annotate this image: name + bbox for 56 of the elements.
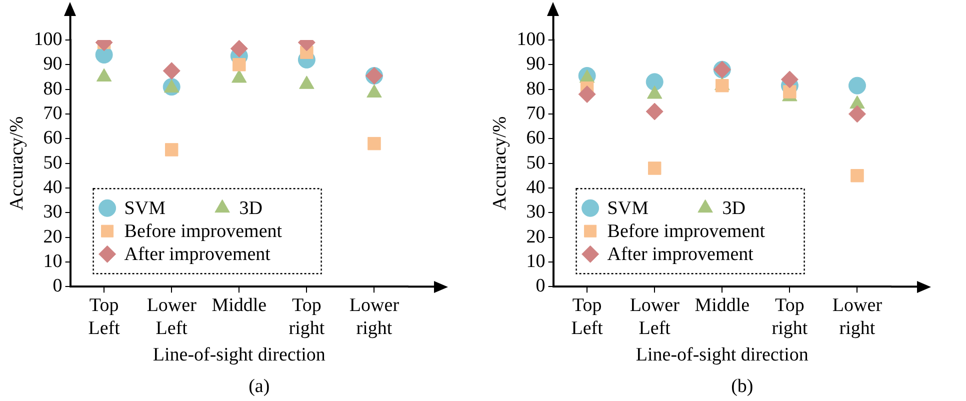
x-tick-label: Lower Left [146, 294, 198, 339]
point [646, 73, 664, 91]
y-tick-label: 80 [526, 78, 546, 100]
legend-label: Before improvement [124, 221, 283, 242]
x-tick-label: Lower Left [630, 294, 680, 339]
y-tick-label: 10 [43, 250, 62, 272]
y-tick-label: 20 [43, 226, 62, 248]
y-tick-label: 100 [516, 28, 546, 50]
y-tick-label: 10 [526, 250, 546, 272]
x-tick-label: Top Left [88, 294, 121, 339]
point [848, 76, 866, 94]
y-tick-label: 50 [43, 152, 62, 174]
legend-label: 3D [239, 198, 263, 220]
point [780, 70, 798, 88]
y-axis-title: Accuracy/% [6, 116, 28, 210]
y-tick-label: 20 [526, 226, 546, 248]
y-tick-label: 100 [34, 28, 62, 50]
legend-label: SVM [607, 198, 649, 220]
y-tick-label: 60 [43, 128, 62, 149]
y-tick-label: 80 [43, 78, 62, 100]
y-tick-label: 70 [526, 102, 546, 124]
y-tick-label: 90 [43, 54, 62, 75]
y-tick-label: 90 [526, 54, 546, 75]
x-tick-label: Top Left [571, 294, 604, 339]
text: (b) [731, 376, 754, 397]
legend-label: 3D [722, 198, 746, 220]
x-tick-label: Lower right [832, 294, 883, 339]
x-tick-label: Lower right [349, 294, 400, 339]
point [783, 85, 796, 98]
y-tick-label: 70 [43, 102, 62, 124]
y-tick-label: 60 [526, 128, 546, 149]
legend-label: SVM [124, 198, 166, 220]
y-tick-label: 50 [526, 152, 546, 174]
x-tick-label: Middle [212, 294, 267, 316]
x-tick-label: Top right [288, 294, 326, 339]
y-tick-label: 30 [526, 202, 546, 223]
point [850, 169, 864, 182]
legend-label: After improvement [124, 244, 272, 266]
y-tick-label: 0 [536, 276, 546, 297]
x-axis-title: Line-of-sight direction [152, 344, 326, 366]
x-tick-label: Top right [772, 294, 808, 339]
legend-label: Before improvement [607, 221, 766, 242]
y-tick-label: 30 [43, 202, 62, 223]
point [848, 105, 866, 123]
point [578, 86, 596, 103]
text: (a) [248, 376, 270, 397]
y-tick-label: 40 [526, 176, 546, 198]
y-tick-label: 0 [52, 276, 62, 297]
y-tick-label: 40 [43, 176, 62, 198]
point [646, 102, 664, 120]
y-axis-title: Accuracy/% [489, 116, 510, 210]
legend-label: After improvement [607, 244, 754, 266]
x-tick-label: Middle [694, 294, 750, 316]
point [716, 79, 729, 92]
x-axis-title: Line-of-sight direction [636, 344, 809, 366]
point [648, 162, 662, 175]
